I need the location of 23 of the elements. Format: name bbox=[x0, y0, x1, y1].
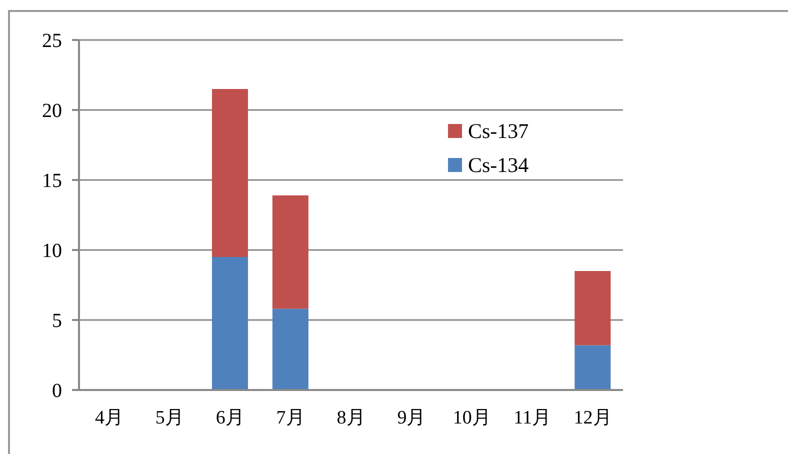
x-tick-label: 8月 bbox=[336, 407, 366, 428]
y-tick-label: 15 bbox=[42, 170, 62, 192]
x-tick-label: 5月 bbox=[155, 407, 184, 428]
x-tick-label: 4月 bbox=[94, 407, 124, 428]
x-tick-label: 6月 bbox=[216, 407, 244, 428]
bar bbox=[574, 271, 611, 346]
x-tick-label: 11月 bbox=[514, 407, 551, 428]
bar bbox=[272, 195, 308, 309]
x-tick-label: 7月 bbox=[276, 407, 305, 428]
y-tick-label: 10 bbox=[42, 240, 62, 262]
bar bbox=[212, 257, 248, 390]
y-tick-label: 5 bbox=[52, 310, 62, 332]
bar bbox=[272, 308, 308, 390]
bar bbox=[212, 89, 248, 257]
x-tick-label: 10月 bbox=[452, 407, 491, 428]
y-tick-label: 25 bbox=[42, 30, 62, 52]
x-tick-label: 12月 bbox=[574, 407, 612, 428]
bar bbox=[574, 345, 611, 390]
y-tick-label: 20 bbox=[42, 100, 62, 122]
legend-label: Cs-134 bbox=[468, 152, 529, 178]
x-tick-label: 9月 bbox=[397, 407, 426, 428]
y-tick-label: 0 bbox=[52, 380, 62, 402]
legend-label: Cs-137 bbox=[468, 118, 529, 144]
